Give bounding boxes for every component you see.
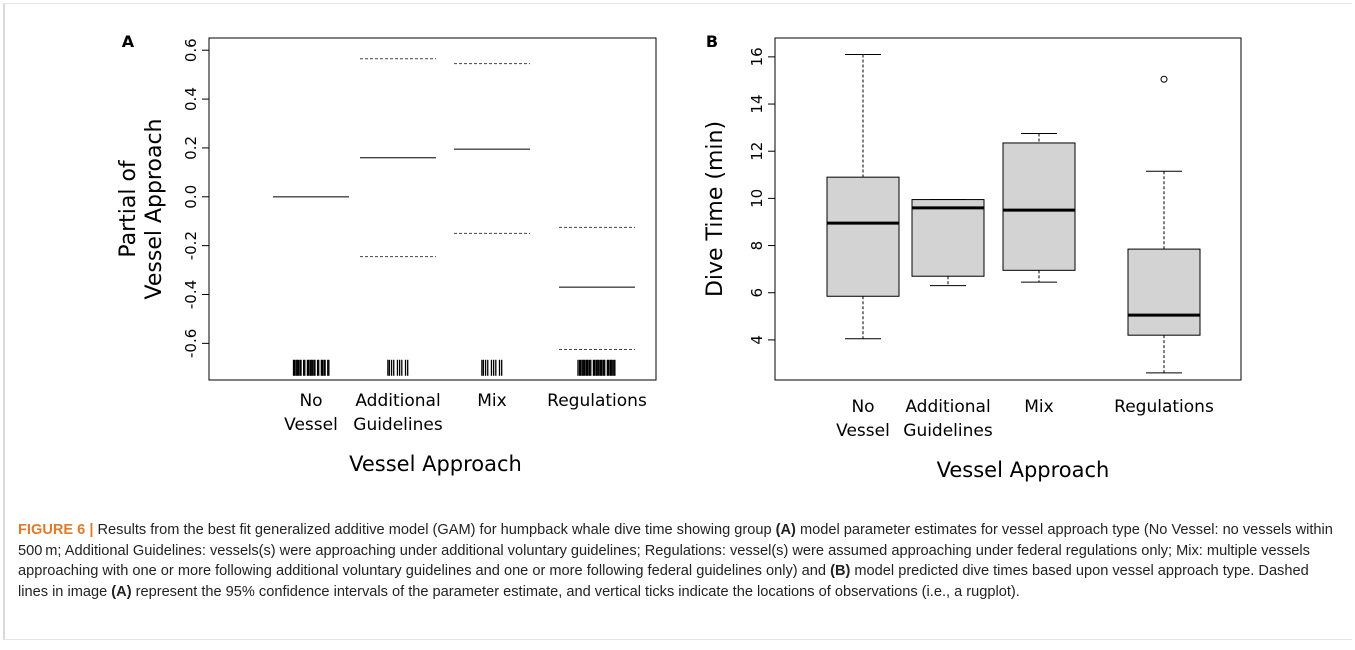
- panel-b-x-tick-label: Vessel: [836, 421, 890, 441]
- panel-a-y-tick-label: 0.4: [182, 87, 200, 111]
- panel-b-y-tick-label: 6: [748, 288, 766, 298]
- panel-b-box: [1002, 142, 1076, 271]
- panel-b-x-tick-label: Regulations: [1114, 397, 1214, 417]
- panel-b-outlier-point: [1160, 75, 1168, 83]
- panel-a-y-axis-label: Partial of: [116, 159, 141, 258]
- panel-b-box: [1127, 248, 1201, 336]
- panel-a-y-tick-label: 0.0: [182, 185, 200, 209]
- panel-a-x-tick-label: Regulations: [547, 391, 647, 411]
- caption-text-4: represent the 95% confidence intervals o…: [131, 583, 1020, 600]
- panel-b-y-tick-label: 12: [748, 142, 766, 161]
- panel-b: B 4 6 8 10 12 14 16 Dive Time (min) No Vessel Addit…: [703, 32, 1242, 482]
- panel-b-y-axis-label: Dive Time (min): [703, 121, 728, 297]
- panel-b-x-tick-label: Guidelines: [903, 421, 993, 441]
- caption-text-3: model predicted dive times based upon ve…: [18, 563, 1309, 600]
- panel-b-label: B: [706, 32, 718, 51]
- panel-a-x-tick-label: No: [299, 391, 322, 411]
- caption-text-2: model parameter estimates for vessel app…: [18, 522, 1333, 579]
- panel-b-y-tick-label: 10: [748, 189, 766, 208]
- caption-text-1: Results from the best fit generalized ad…: [93, 522, 776, 538]
- panel-a-plot-border: [208, 37, 657, 381]
- panel-b-box: [826, 176, 900, 297]
- panel-a-x-tick-label: Additional: [355, 391, 440, 411]
- panel-b-box: [911, 199, 985, 277]
- caption-ref-a: (A): [775, 522, 796, 538]
- panel-b-plot-border: [774, 37, 1242, 381]
- panel-b-x-tick-label: Mix: [1024, 397, 1053, 417]
- figure-label: FIGURE 6 |: [18, 522, 94, 538]
- panel-a-y-tick-label: -0.4: [182, 280, 200, 309]
- panel-a-x-tick-label: Mix: [477, 391, 506, 411]
- figure-caption: FIGURE 6 | Results from the best fit gen…: [18, 520, 1338, 602]
- figure-frame: [3, 3, 1352, 640]
- panel-a-x-axis-label: Vessel Approach: [349, 452, 522, 476]
- panel-b-y-tick-label: 8: [748, 241, 766, 251]
- panel-b-y-tick-label: 16: [748, 47, 766, 66]
- panel-a-label: A: [122, 32, 135, 51]
- panel-a-y-tick-label: -0.6: [182, 329, 200, 358]
- panel-b-x-tick-label: Additional: [905, 397, 990, 417]
- panel-a-y-tick-label: -0.2: [182, 231, 200, 260]
- panel-a-y-axis-label: Vessel Approach: [142, 119, 167, 300]
- caption-ref-b: (B): [830, 563, 851, 579]
- panel-a-x-tick-label: Guidelines: [353, 415, 443, 435]
- panel-b-y-tick-label: 14: [748, 94, 766, 113]
- panel-a-x-tick-label: Vessel: [284, 415, 338, 435]
- panel-b-x-axis-label: Vessel Approach: [937, 458, 1110, 482]
- caption-ref-a-2: (A): [111, 583, 132, 600]
- panel-b-y-tick-label: 4: [748, 335, 766, 345]
- panel-a-y-tick-label: 0.6: [182, 38, 200, 62]
- panel-b-x-tick-label: No: [851, 397, 874, 417]
- panel-a-y-tick-label: 0.2: [182, 136, 200, 160]
